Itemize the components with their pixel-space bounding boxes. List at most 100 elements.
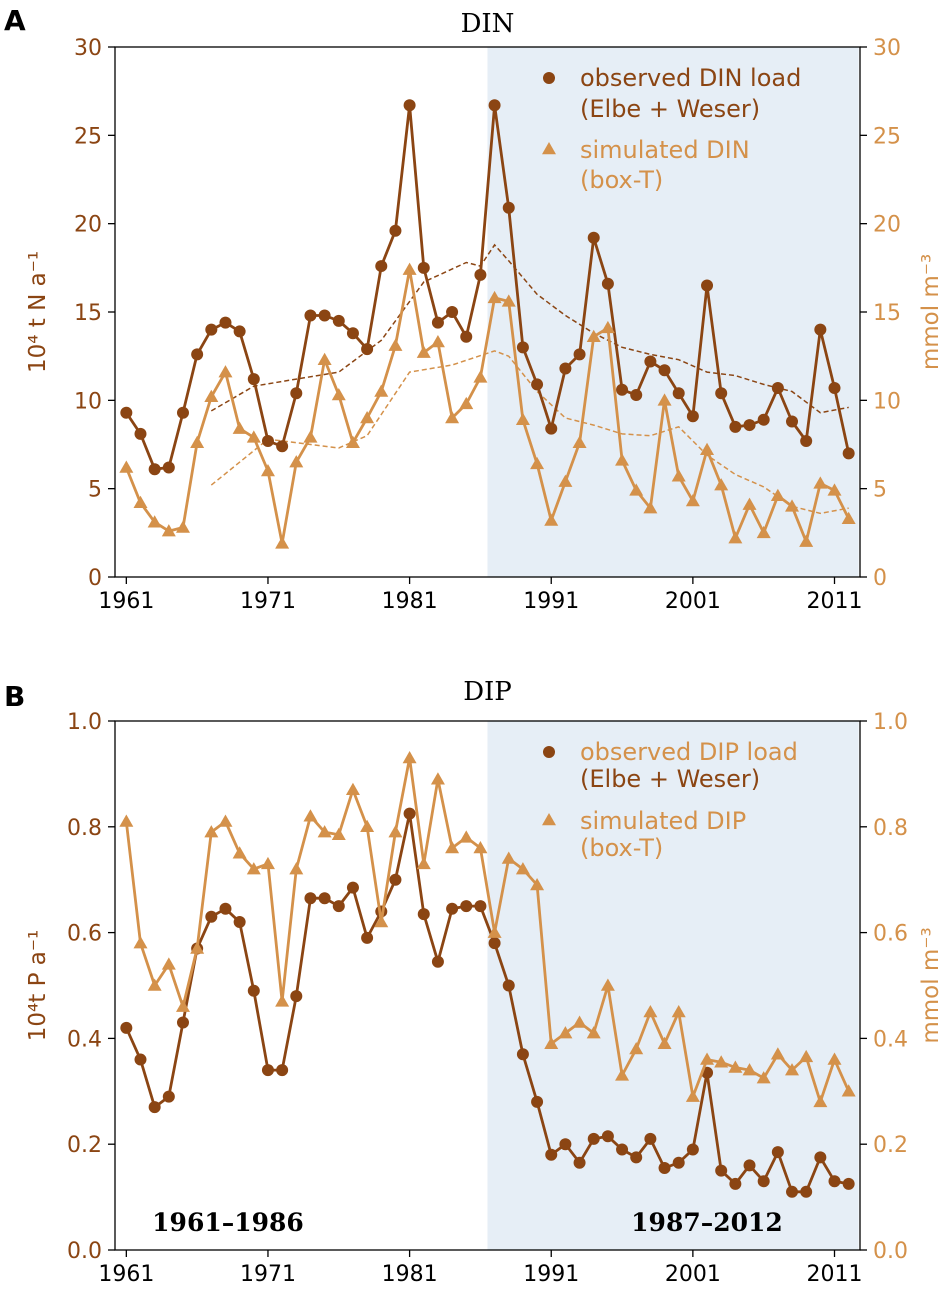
data-point <box>275 536 290 549</box>
data-point <box>332 314 345 327</box>
series-1 <box>119 751 856 1108</box>
data-point <box>742 1063 757 1076</box>
data-point <box>430 335 445 348</box>
data-point <box>175 520 190 533</box>
panel-letter: A <box>4 4 26 37</box>
data-point <box>332 900 345 913</box>
data-point <box>630 1151 643 1164</box>
data-point <box>572 435 587 448</box>
series-line <box>125 268 850 545</box>
data-point <box>715 1164 728 1177</box>
data-point <box>757 1175 770 1188</box>
data-point <box>473 840 488 854</box>
y-tick-label-left: 15 <box>74 301 102 326</box>
legend-simulated-sublabel: (box-T) <box>580 166 663 194</box>
y-tick-label-right: 0.4 <box>873 1027 908 1052</box>
data-point <box>742 497 757 510</box>
data-point <box>374 384 389 397</box>
data-point <box>743 1159 756 1172</box>
data-point <box>289 455 304 468</box>
data-point <box>388 338 403 351</box>
data-point <box>416 345 431 358</box>
y-tick-label-left: 0.8 <box>67 816 102 841</box>
data-point <box>728 1060 743 1073</box>
data-point <box>416 856 431 870</box>
data-point <box>771 381 784 394</box>
y-tick-label-right: 20 <box>873 213 901 238</box>
data-point <box>247 373 260 386</box>
data-point <box>671 1004 686 1018</box>
data-point <box>814 323 827 336</box>
x-tick-label: 1991 <box>523 589 579 614</box>
data-point <box>474 900 487 913</box>
data-point <box>403 99 416 112</box>
data-point <box>615 453 630 466</box>
data-point <box>643 501 658 514</box>
series-0 <box>120 99 855 476</box>
data-point <box>445 411 460 424</box>
data-point <box>446 902 459 915</box>
y-tick-label-left: 0.2 <box>67 1133 102 1158</box>
data-point <box>175 999 190 1012</box>
data-point <box>616 1143 629 1156</box>
data-point <box>786 1185 799 1198</box>
data-point <box>318 892 331 905</box>
plot-frame <box>114 720 861 1251</box>
data-point <box>345 435 360 448</box>
y-tick-label-left: 10 <box>74 389 102 414</box>
data-point <box>502 201 515 214</box>
data-point <box>191 348 204 361</box>
data-point <box>147 515 162 528</box>
series-line <box>124 756 850 1104</box>
data-point <box>119 814 134 827</box>
data-point <box>728 531 743 544</box>
data-point <box>205 910 218 923</box>
data-point <box>515 412 530 426</box>
x-tick-label: 2001 <box>665 1262 721 1287</box>
y-tick-label-right: 25 <box>873 124 901 149</box>
data-point <box>218 814 233 827</box>
y-tick-label-left: 0 <box>88 566 102 591</box>
data-point <box>544 1036 559 1049</box>
x-tick-label: 2001 <box>665 589 721 614</box>
data-point <box>219 316 232 329</box>
data-point <box>417 908 430 921</box>
data-point <box>205 323 218 336</box>
legend-simulated-marker <box>542 813 556 826</box>
data-point <box>600 320 615 334</box>
data-point <box>586 1026 601 1039</box>
data-point <box>360 411 375 424</box>
data-point <box>601 1130 614 1143</box>
data-point <box>601 277 614 290</box>
x-tick-label: 1971 <box>240 1262 296 1287</box>
legend-simulated-sublabel: (box-T) <box>580 834 663 862</box>
data-point <box>431 316 444 329</box>
x-tick-label: 1991 <box>523 1262 579 1287</box>
y-tick-label-right: 0 <box>873 566 887 591</box>
data-point <box>176 406 189 419</box>
data-point <box>672 1156 685 1169</box>
data-point <box>516 1048 529 1061</box>
data-point <box>459 396 474 410</box>
data-point <box>686 410 699 423</box>
y-axis-label-right: mmol m⁻³ <box>918 254 944 370</box>
data-point <box>304 309 317 322</box>
y-tick-label-right: 5 <box>873 478 887 503</box>
data-point <box>629 1041 644 1055</box>
data-point <box>559 1138 572 1151</box>
data-point <box>147 978 162 991</box>
series-line <box>125 812 849 1194</box>
y-tick-label-right: 0.8 <box>873 816 908 841</box>
data-point <box>685 1089 700 1102</box>
data-point <box>814 1151 827 1164</box>
legend: observed DIP load(Elbe + Weser) simulated… <box>542 738 798 862</box>
data-point <box>530 456 545 470</box>
data-point <box>586 329 601 342</box>
data-point <box>785 499 800 512</box>
series-line <box>125 103 851 471</box>
data-point <box>743 419 756 432</box>
data-point <box>361 931 374 944</box>
data-point <box>260 464 275 477</box>
data-point <box>290 387 303 400</box>
data-point <box>644 1132 657 1145</box>
